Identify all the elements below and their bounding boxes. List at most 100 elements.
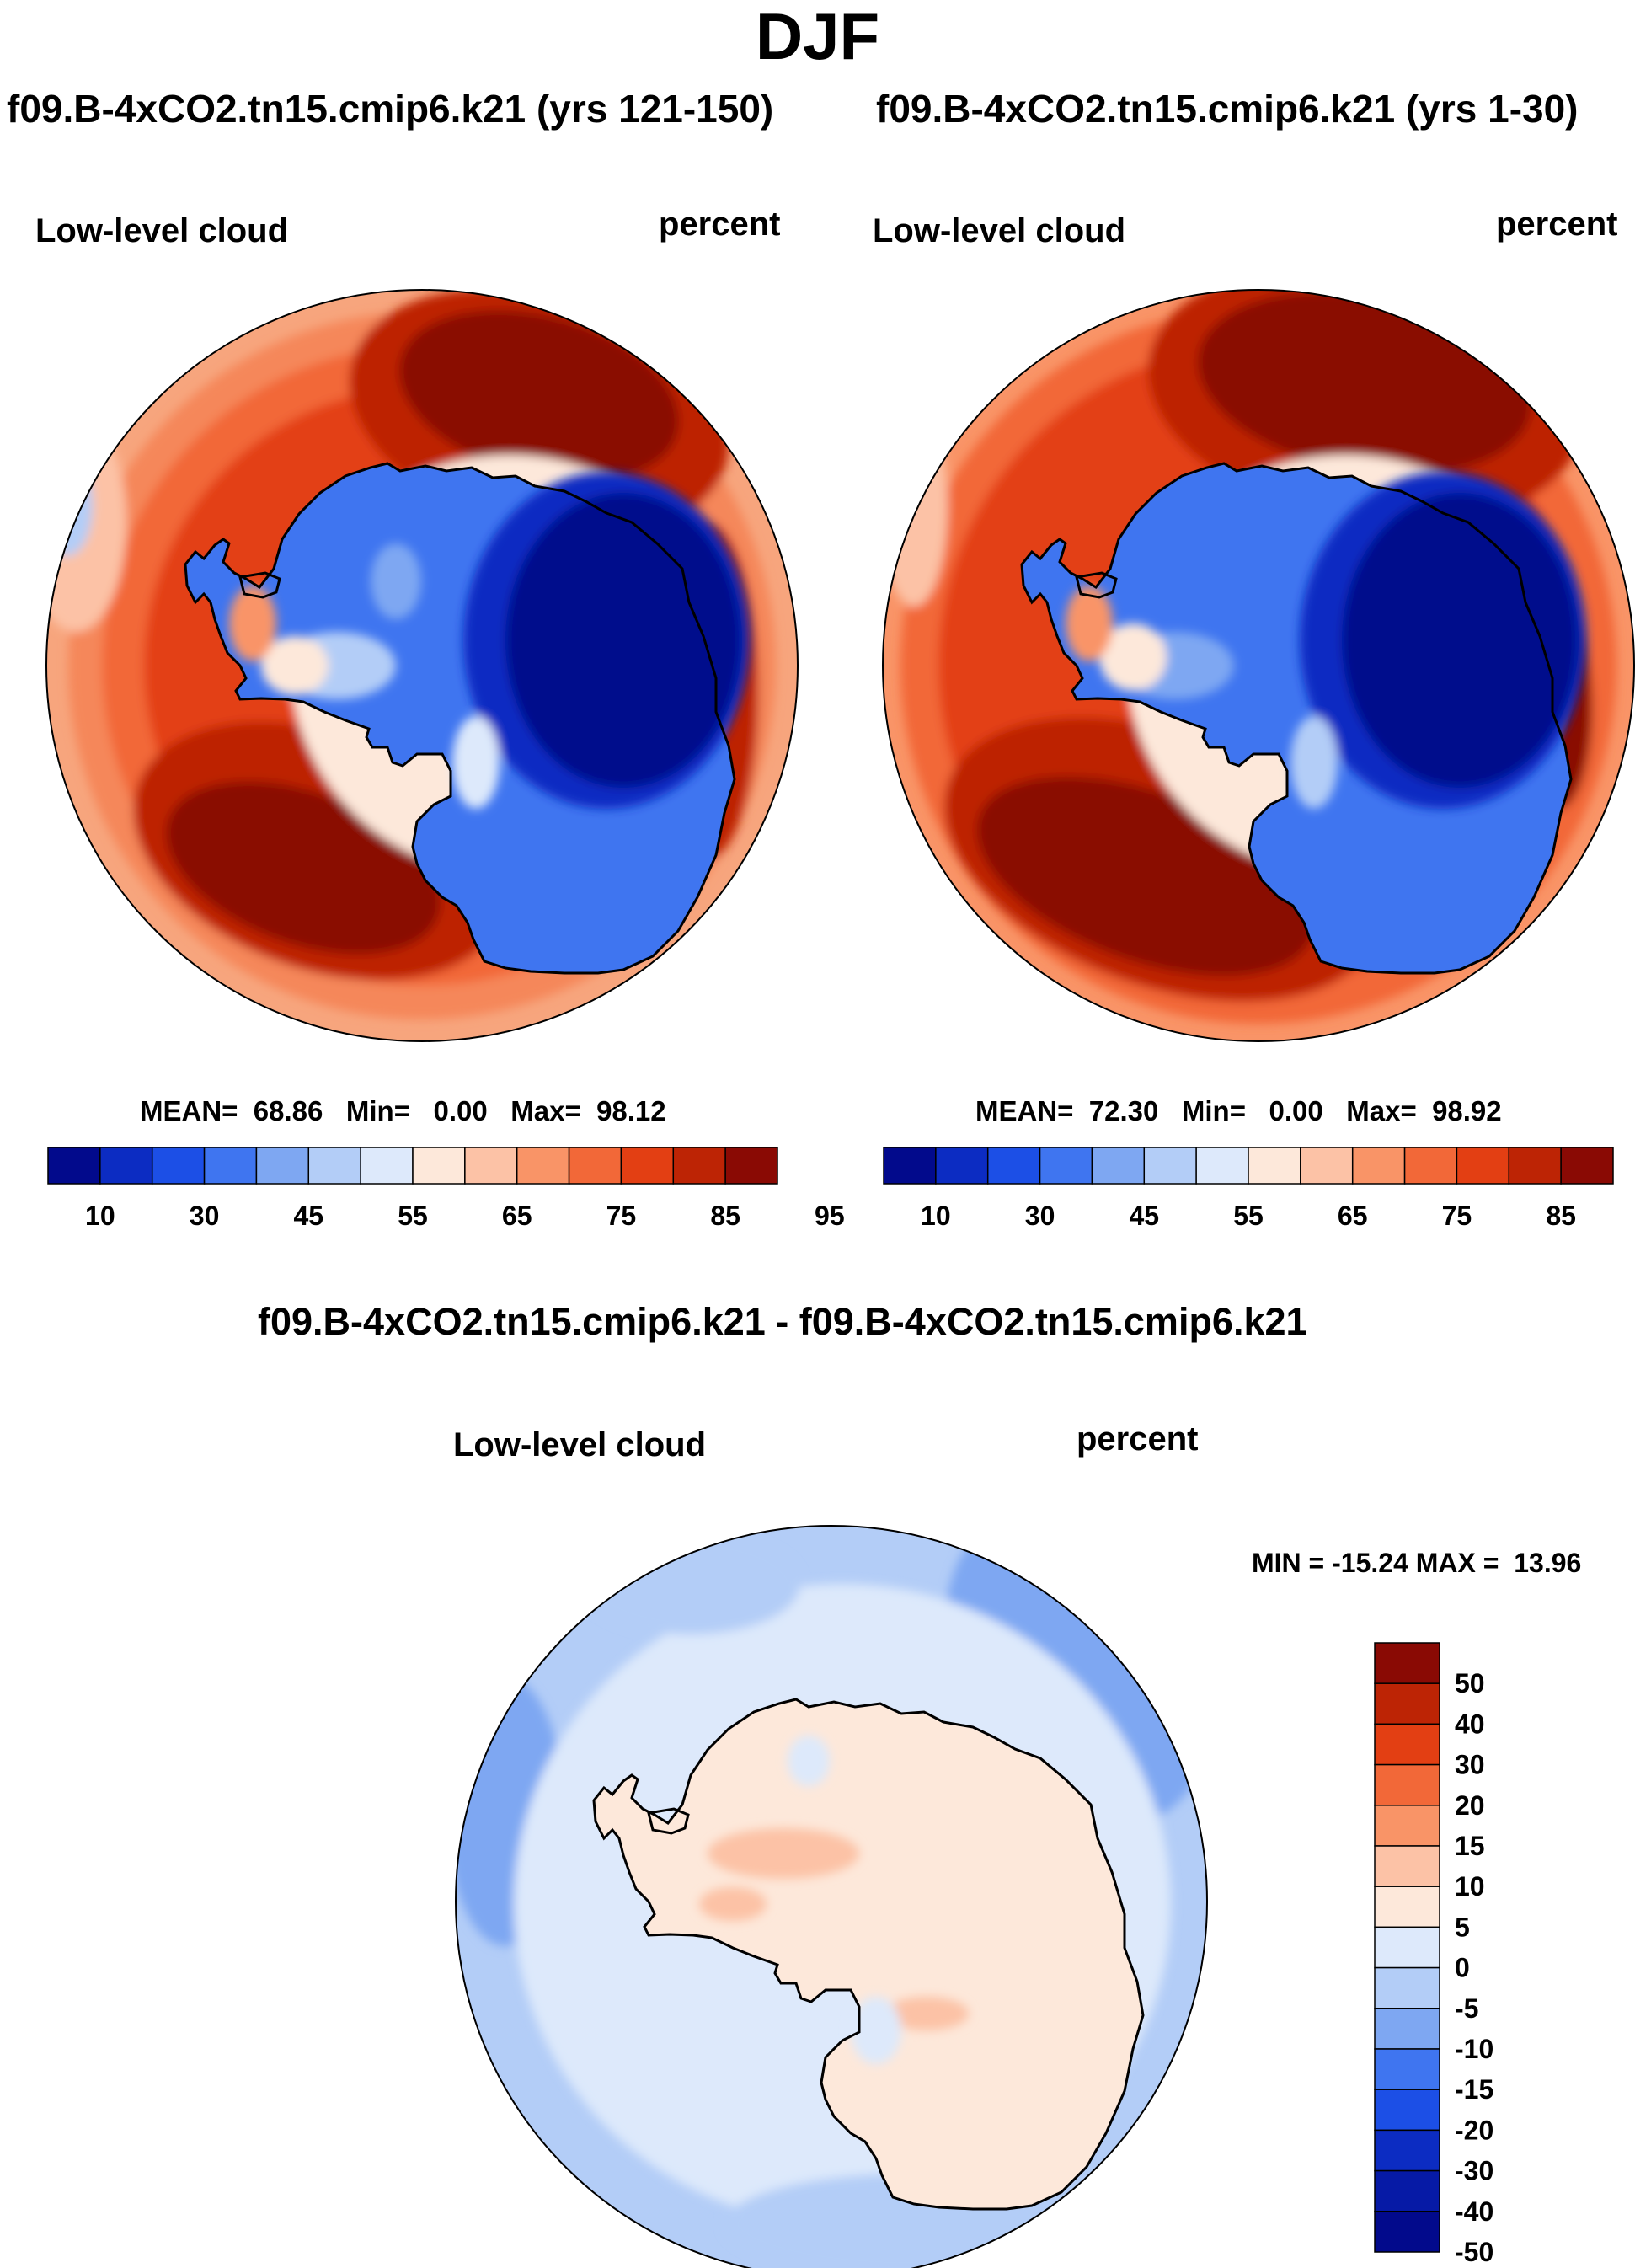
colorbar-tick-label: -5 <box>1455 1993 1478 2024</box>
colorbar-swatch <box>516 1147 570 1185</box>
colorbar-tick-label: 0 <box>1455 1953 1470 1983</box>
colorbar-tick-label: 30 <box>190 1201 220 1231</box>
colorbar-swatch <box>1560 1147 1614 1185</box>
colorbar-swatch <box>1374 1642 1440 1684</box>
map-left-border <box>45 289 799 1042</box>
colorbar-tick-label: 20 <box>1455 1790 1485 1821</box>
colorbar-swatch <box>255 1147 310 1185</box>
colorbar-left: 10 30 45 55 65 75 85 95 <box>47 1147 845 1231</box>
colorbar-tick-label: 10 <box>921 1201 951 1231</box>
colorbar-tick-label: -15 <box>1455 2074 1493 2105</box>
colorbar-swatch <box>1374 2048 1440 2090</box>
colorbar-swatch <box>1300 1147 1354 1185</box>
panel-right-stats: MEAN= 72.30 Min= 0.00 Max= 98.92 <box>975 1097 1502 1125</box>
difference-title: f09.B-4xCO2.tn15.cmip6.k21 - f09.B-4xCO2… <box>258 1300 1307 1343</box>
colorbar-swatch <box>620 1147 675 1185</box>
mean-label: MEAN= <box>140 1095 238 1126</box>
difference-units: percent <box>1077 1420 1199 1458</box>
colorbar-tick-label: 5 <box>1455 1912 1470 1942</box>
colorbar-tick-label: 45 <box>293 1201 323 1231</box>
colorbar-tick-label: 55 <box>398 1201 428 1231</box>
colorbar-swatch <box>1374 2089 1440 2132</box>
min-label: Min= <box>345 1095 410 1126</box>
colorbar-swatch <box>1374 1845 1440 1887</box>
panel-right-units: percent <box>1496 206 1618 243</box>
map-right-border <box>882 289 1635 1042</box>
colorbar-swatch <box>1374 1682 1440 1725</box>
colorbar-swatch <box>724 1147 778 1185</box>
colorbar-swatch <box>672 1147 726 1185</box>
colorbar-tick-label: 10 <box>1455 1871 1485 1902</box>
colorbar-tick-label: 15 <box>1455 1831 1485 1861</box>
colorbar-swatch <box>1374 2169 1440 2212</box>
colorbar-tick-label: 75 <box>1442 1201 1472 1231</box>
colorbar-swatch <box>151 1147 206 1185</box>
figure-title: DJF <box>755 0 880 73</box>
max-label: MAX = <box>1415 1548 1499 1578</box>
colorbar-swatch <box>1456 1147 1510 1185</box>
mean-value: 68.86 <box>253 1095 323 1126</box>
colorbar-swatch <box>883 1147 937 1185</box>
colorbar-tick-label: 45 <box>1129 1201 1159 1231</box>
colorbar-tick-label: 85 <box>1546 1201 1576 1231</box>
colorbar-swatch <box>1351 1147 1406 1185</box>
panel-right-title: f09.B-4xCO2.tn15.cmip6.k21 (yrs 1-30) <box>876 87 1579 131</box>
colorbar-tick-label: 65 <box>502 1201 532 1231</box>
difference-stats: MIN = -15.24 MAX = 13.96 <box>1252 1549 1581 1576</box>
colorbar-tick-label: -40 <box>1455 2196 1493 2227</box>
colorbar-swatch <box>1508 1147 1562 1185</box>
map-left <box>46 290 798 1041</box>
max-label: Max= <box>1346 1095 1417 1126</box>
colorbar-tick-label: 75 <box>606 1201 637 1231</box>
colorbar-tick-label: 65 <box>1338 1201 1368 1231</box>
colorbar-swatch <box>203 1147 258 1185</box>
colorbar-swatch <box>1195 1147 1249 1185</box>
colorbar-swatch <box>1374 2211 1440 2253</box>
panel-left-title: f09.B-4xCO2.tn15.cmip6.k21 (yrs 121-150) <box>7 87 774 131</box>
colorbar-tick-label: 85 <box>710 1201 740 1231</box>
colorbar-swatch <box>1374 1886 1440 1928</box>
colorbar-swatch <box>1374 1763 1440 1806</box>
min-value: -15.24 <box>1332 1548 1408 1578</box>
max-label: Max= <box>510 1095 581 1126</box>
colorbar-swatch <box>1374 1805 1440 1847</box>
colorbar-swatch <box>464 1147 518 1185</box>
colorbar-swatch <box>986 1147 1041 1185</box>
colorbar-swatch <box>412 1147 466 1185</box>
min-value: 0.00 <box>1269 1095 1323 1126</box>
colorbar-swatch <box>1039 1147 1093 1185</box>
mean-label: MEAN= <box>975 1095 1074 1126</box>
colorbar-tick-label: 95 <box>815 1201 845 1231</box>
max-value: 98.12 <box>596 1095 666 1126</box>
colorbar-tick-label: -50 <box>1455 2237 1493 2267</box>
colorbar-tick-label: 30 <box>1455 1750 1485 1780</box>
colorbar-swatch <box>935 1147 989 1185</box>
colorbar-tick-label: 50 <box>1455 1668 1485 1698</box>
map-difference <box>456 1526 1207 2268</box>
colorbar-swatch <box>360 1147 414 1185</box>
colorbar-swatch <box>1403 1147 1458 1185</box>
max-value: 13.96 <box>1514 1548 1582 1578</box>
difference-variable: Low-level cloud <box>453 1426 707 1463</box>
colorbar-tick-label: -20 <box>1455 2115 1493 2145</box>
colorbar-swatch <box>1374 1966 1440 2009</box>
colorbar-swatch <box>1374 1723 1440 1766</box>
colorbar-tick-label: -10 <box>1455 2034 1493 2064</box>
colorbar-swatch <box>1143 1147 1197 1185</box>
min-label: Min= <box>1181 1095 1246 1126</box>
map-difference-border <box>455 1525 1208 2268</box>
colorbar-tick-label: 10 <box>85 1201 115 1231</box>
colorbar-tick-label: -30 <box>1455 2156 1493 2186</box>
colorbar-swatch <box>99 1147 153 1185</box>
panel-left-units: percent <box>659 206 781 243</box>
min-label: MIN = <box>1252 1548 1325 1578</box>
colorbar-swatch <box>1374 2129 1440 2172</box>
colorbar-swatch <box>1091 1147 1146 1185</box>
colorbar-swatch <box>1374 2008 1440 2050</box>
colorbar-swatch <box>47 1147 101 1185</box>
colorbar-swatch <box>1248 1147 1301 1185</box>
colorbar-tick-label: 55 <box>1233 1201 1264 1231</box>
